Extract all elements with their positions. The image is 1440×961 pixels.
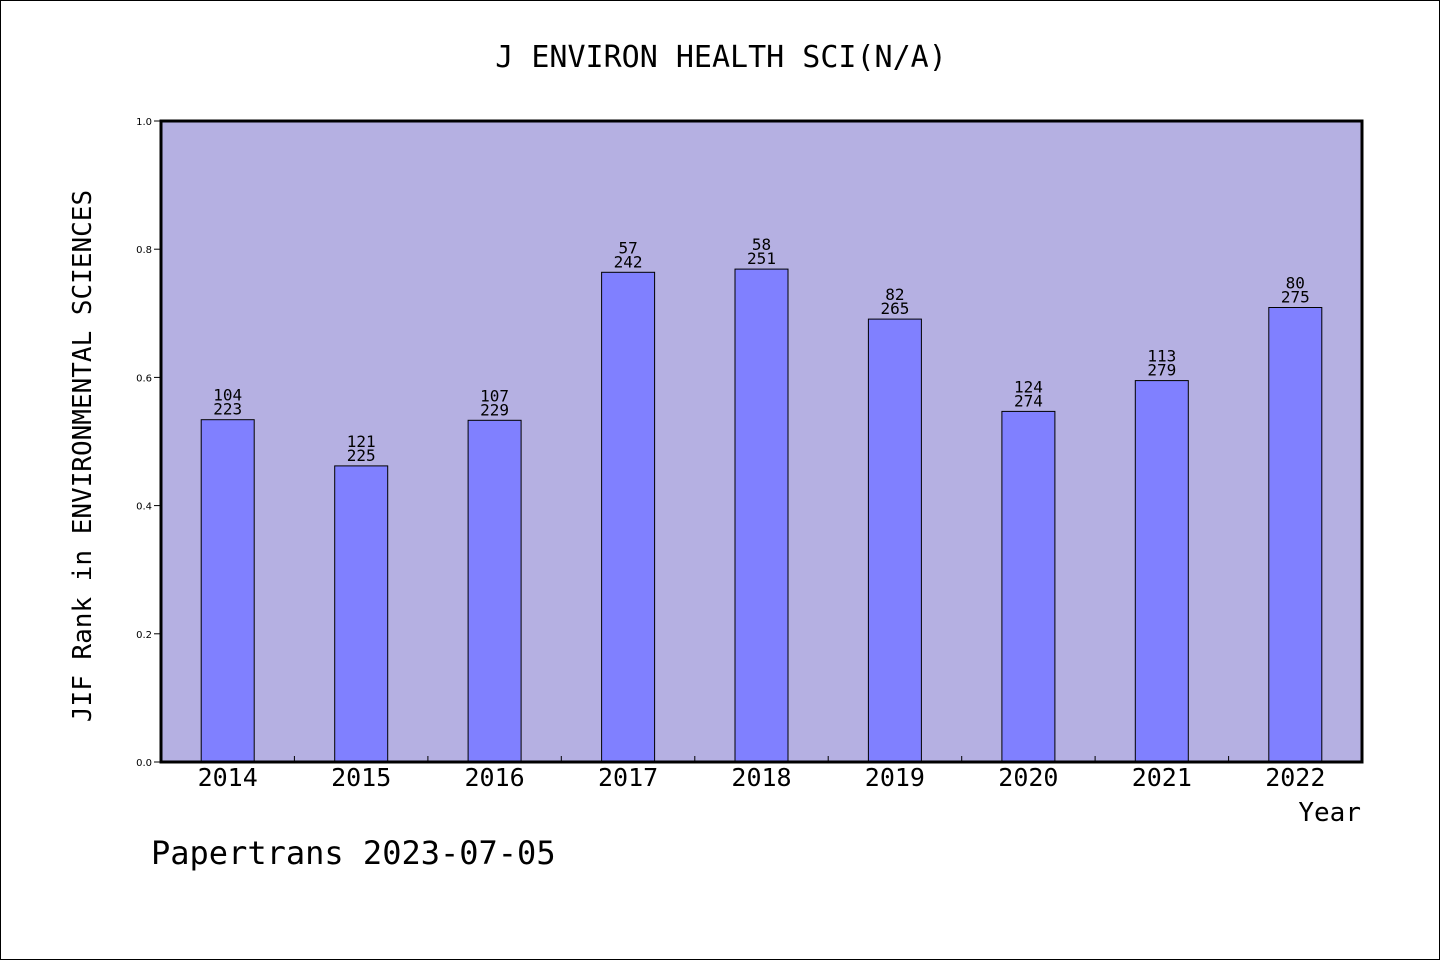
bar-label-rank: 82 (885, 285, 904, 304)
y-axis-label: JIF Rank in ENVIRONMENTAL SCIENCES (68, 190, 98, 722)
bar-2021 (1134, 380, 1189, 763)
y-axis: 0.0 0.2 0.4 0.6 0.8 1.0 (136, 117, 161, 769)
bar-label-rank: 107 (480, 386, 509, 405)
x-tick-label: 2021 (1132, 763, 1192, 792)
bar-label-rank: 57 (618, 238, 637, 257)
x-axis: 2014 2015 2016 2017 2018 2019 2020 2021 2022 (198, 756, 1325, 792)
bar-label-total: 229 (480, 400, 509, 419)
x-tick-label: 2014 (198, 763, 258, 792)
bar-label-total: 275 (1281, 288, 1310, 307)
bar-2014 (200, 419, 255, 763)
bar-2017 (601, 271, 656, 763)
bar-label-total: 274 (1014, 391, 1043, 410)
x-tick-label: 2018 (731, 763, 791, 792)
y-tick-label: 0.4 (136, 502, 152, 513)
x-tick-label: 2022 (1265, 763, 1325, 792)
bar-label-rank: 58 (752, 235, 771, 254)
y-tick-label: 1.0 (136, 117, 152, 128)
bar-label-rank: 124 (1014, 377, 1043, 396)
bar-label-rank: 113 (1147, 347, 1176, 366)
bar-label-total: 279 (1147, 361, 1176, 380)
bar-label-total: 223 (213, 400, 242, 419)
x-tick-label: 2015 (331, 763, 391, 792)
bar-2018 (734, 268, 789, 763)
bar-2022 (1268, 307, 1323, 763)
x-tick-label: 2016 (464, 763, 524, 792)
bar-2020 (1001, 410, 1056, 763)
bar-label-total: 265 (880, 299, 909, 318)
bars-layer (200, 268, 1323, 763)
plot-border (159, 119, 1364, 764)
y-tick-label: 0.0 (136, 758, 152, 769)
bar-label-total: 242 (614, 252, 643, 271)
y-tick-label: 0.8 (136, 245, 152, 256)
bar-label-total: 225 (347, 446, 376, 465)
bar-2015 (334, 465, 389, 763)
x-axis-label: Year (1298, 798, 1361, 828)
bar-label-rank: 80 (1286, 274, 1305, 293)
x-tick-label: 2020 (998, 763, 1058, 792)
bar-label-rank: 104 (213, 386, 242, 405)
bar-label-rank: 121 (347, 432, 376, 451)
bar-label-total: 251 (747, 249, 776, 268)
footer-credit: Papertrans 2023-07-05 (151, 834, 556, 872)
y-tick-label: 0.2 (136, 630, 152, 641)
x-tick-label: 2017 (598, 763, 658, 792)
x-tick-label: 2019 (865, 763, 925, 792)
chart-title: J ENVIRON HEALTH SCI(N/A) (495, 40, 947, 75)
bar-2019 (867, 318, 922, 763)
y-tick-label: 0.6 (136, 373, 152, 384)
bar-2016 (467, 419, 522, 763)
